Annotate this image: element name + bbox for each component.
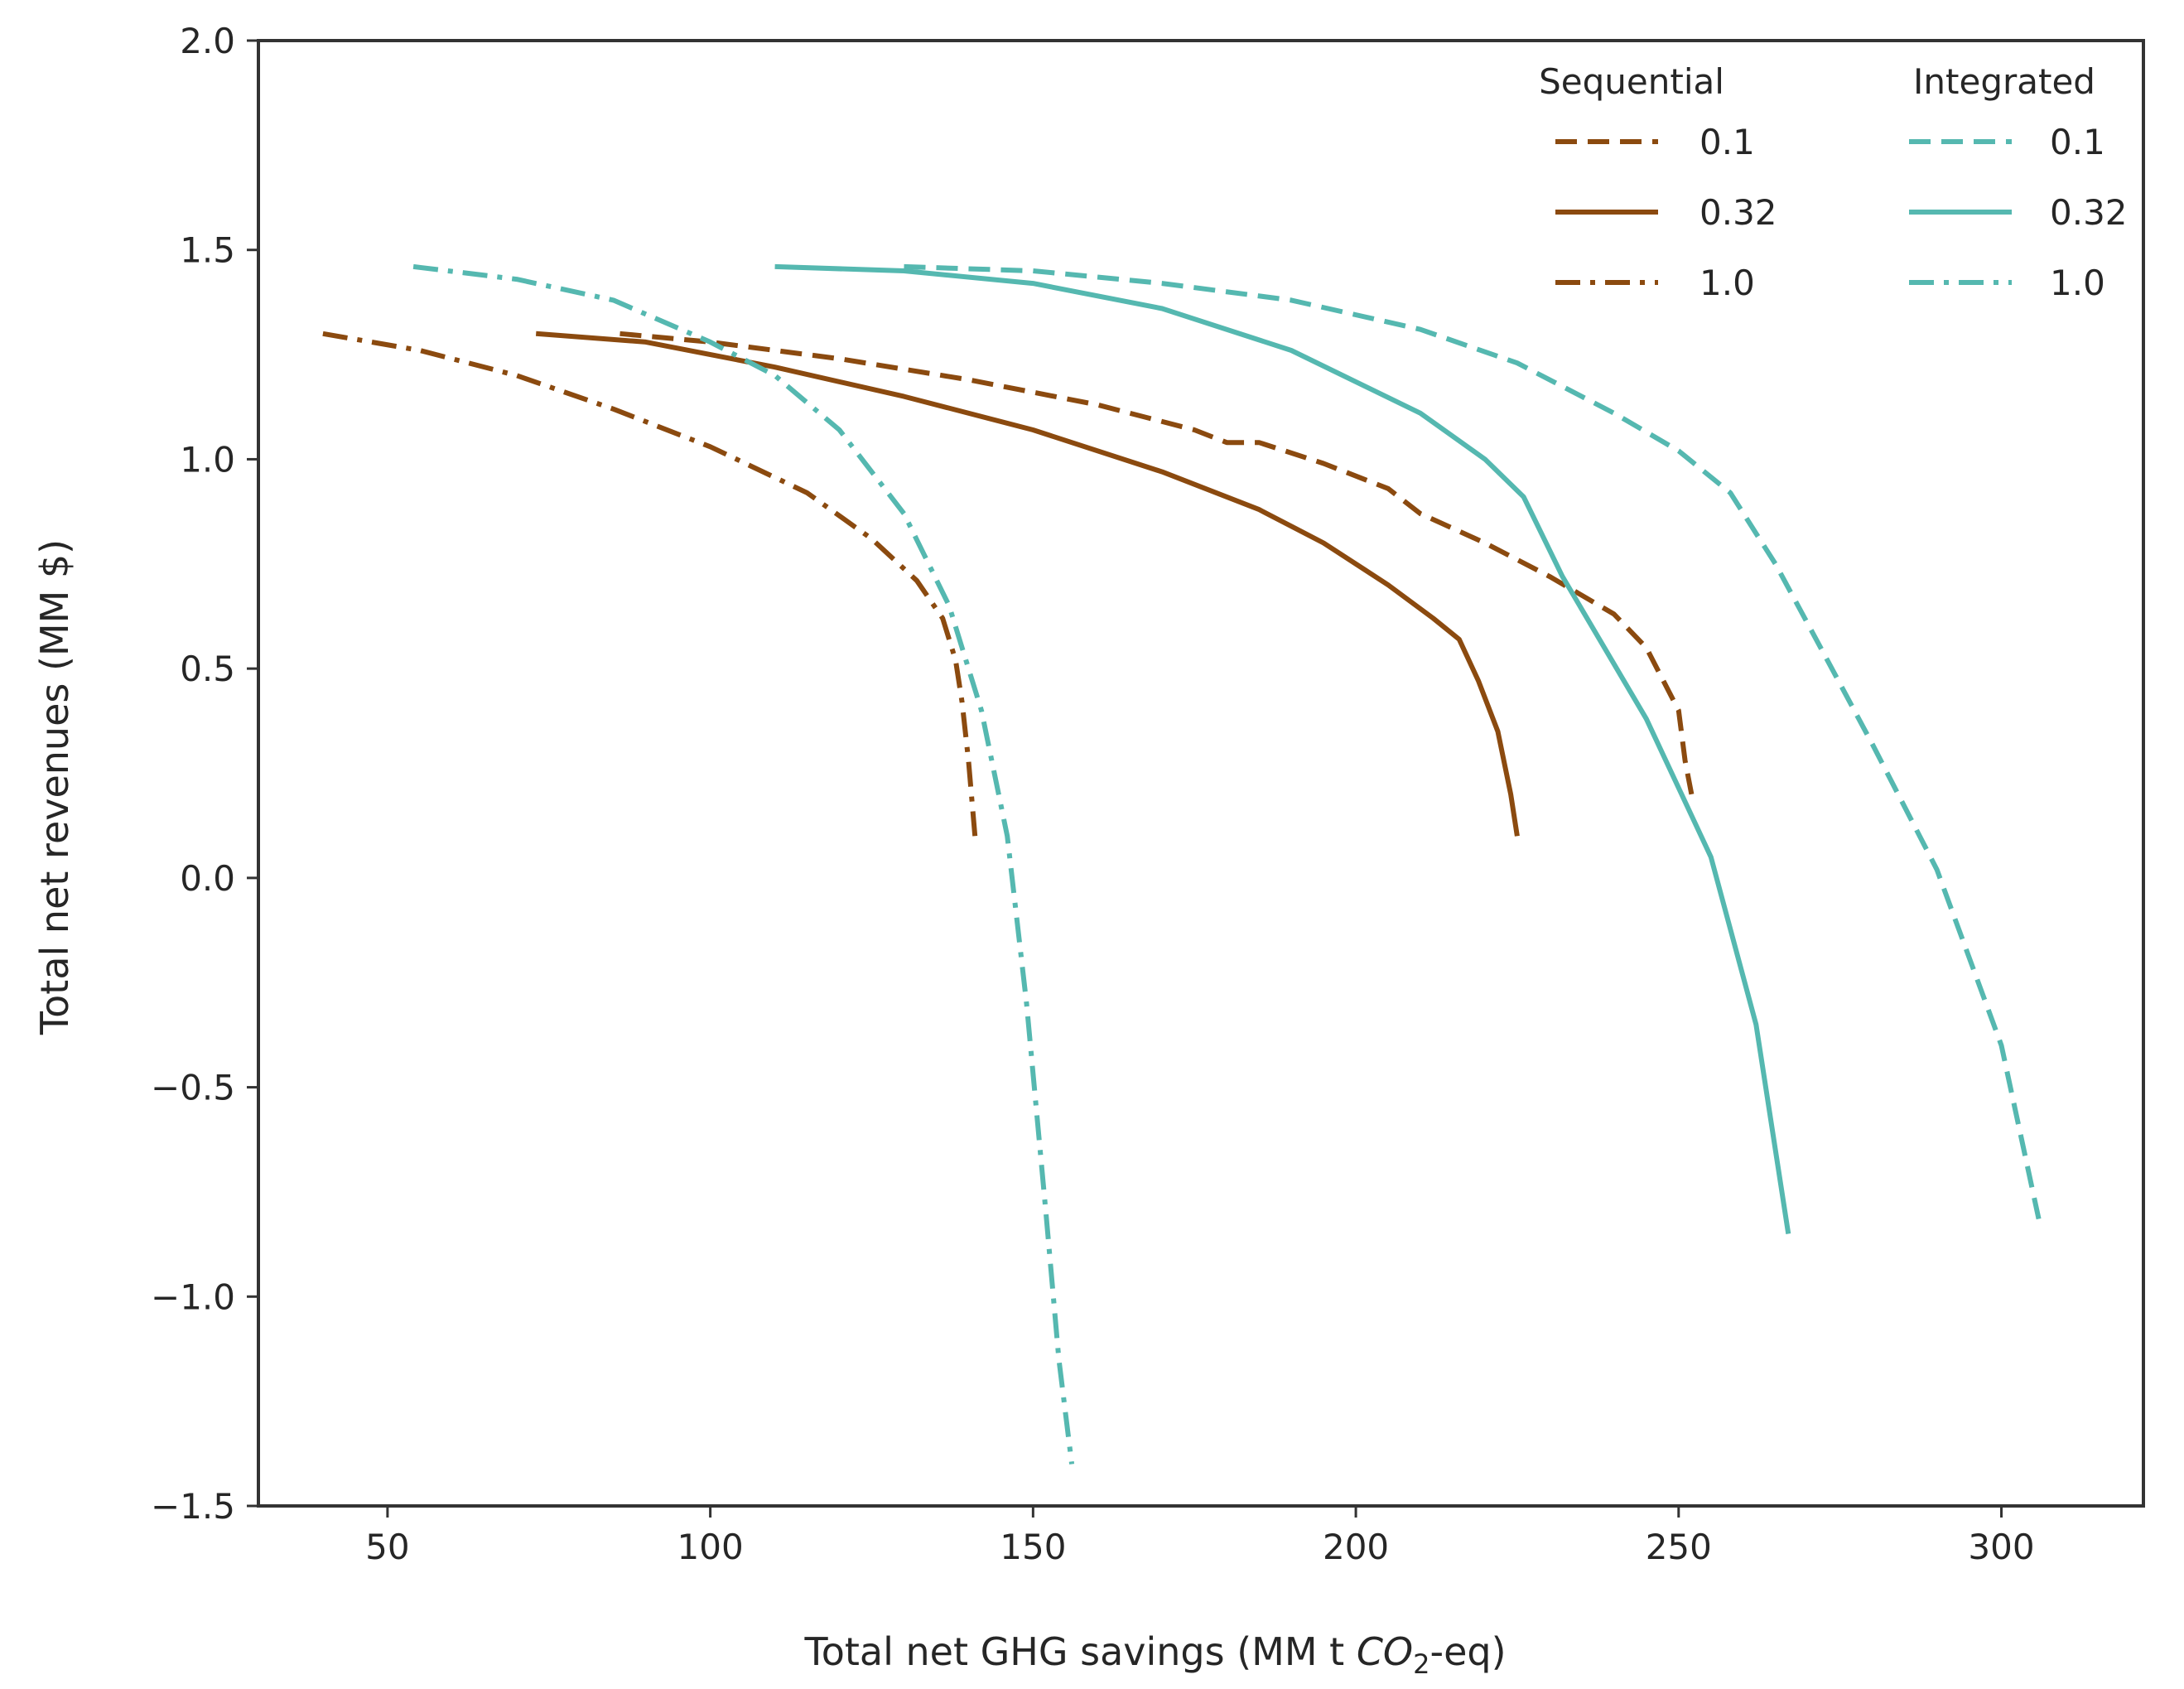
series-line-sequential-0.32 bbox=[535, 331, 1520, 837]
legend-label-integrated-0.1: 0.1 bbox=[2050, 122, 2105, 162]
series-line-sequential-1.0 bbox=[322, 331, 978, 837]
x-tick-label: 250 bbox=[1646, 1527, 1712, 1567]
x-tick-label: 300 bbox=[1968, 1527, 2034, 1567]
y-tick-label: 2.0 bbox=[180, 21, 235, 61]
legend-label-sequential-0.1: 0.1 bbox=[1699, 122, 1755, 162]
series-line-sequential-0.1 bbox=[620, 331, 1695, 795]
x-axis-label-co: CO bbox=[1357, 1629, 1413, 1674]
legend-label-sequential-0.32: 0.32 bbox=[1699, 192, 1777, 233]
plot-frame bbox=[257, 39, 2145, 1508]
legend-title-integrated: Integrated bbox=[1913, 61, 2095, 102]
x-axis-label: Total net GHG savings (MM t CO2-eq) bbox=[803, 1629, 1506, 1680]
legend-label-sequential-1.0: 1.0 bbox=[1699, 263, 1755, 303]
legend: Sequential Integrated 0.1 0.32 1.0 0.1 0… bbox=[1539, 61, 2127, 303]
ticks-layer: 50 100 150 200 250 300 −1.5 −1.0 −0.5 0.0 0.5 1.0 1.… bbox=[151, 21, 2035, 1567]
x-axis-label-main: Total net GHG savings (MM t bbox=[803, 1629, 1356, 1674]
y-tick-label: 1.5 bbox=[180, 230, 235, 271]
y-tick-label: −1.0 bbox=[151, 1276, 235, 1317]
x-tick-label: 100 bbox=[677, 1527, 744, 1567]
series-line-integrated-1.0 bbox=[412, 263, 1075, 1465]
series-line-integrated-0.32 bbox=[774, 263, 1791, 1234]
legend-label-integrated-0.32: 0.32 bbox=[2050, 192, 2128, 233]
x-tick-label: 150 bbox=[1000, 1527, 1066, 1567]
y-tick-label: −0.5 bbox=[151, 1068, 235, 1108]
x-tick-label: 50 bbox=[365, 1527, 409, 1567]
y-tick-label: 0.5 bbox=[180, 649, 235, 689]
legend-label-integrated-1.0: 1.0 bbox=[2050, 263, 2105, 303]
y-axis-label: Total net revenues (MM $) bbox=[32, 539, 77, 1035]
series-layer bbox=[322, 263, 2043, 1465]
legend-title-sequential: Sequential bbox=[1539, 61, 1724, 102]
x-tick-label: 200 bbox=[1323, 1527, 1389, 1567]
y-tick-label: −1.5 bbox=[151, 1486, 235, 1527]
y-tick-label: 0.0 bbox=[180, 858, 235, 899]
y-tick-label: 1.0 bbox=[180, 439, 235, 480]
series-line-integrated-0.1 bbox=[904, 263, 2043, 1227]
x-axis-label-subscript: 2 bbox=[1413, 1648, 1429, 1680]
x-axis-label-suffix: -eq) bbox=[1430, 1629, 1507, 1674]
